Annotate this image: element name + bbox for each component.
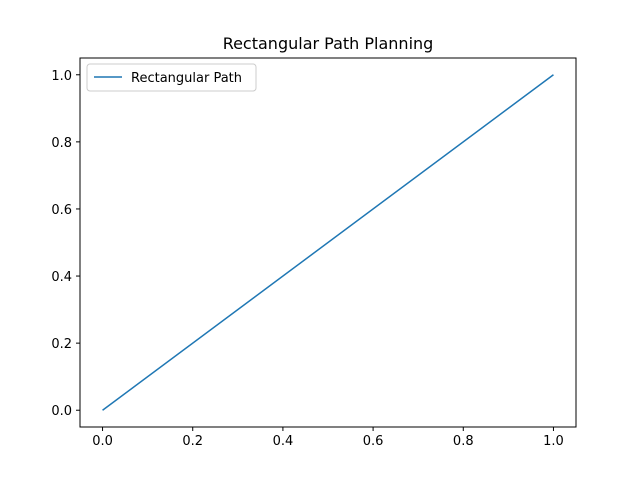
x-tick-label: 0.0: [92, 434, 113, 449]
legend-box: [86, 63, 257, 92]
y-tick-label: 0.6: [51, 203, 72, 218]
y-axis: 0.0 0.2 0.4 0.6 0.8 1.0: [51, 69, 80, 419]
x-tick-label: 0.6: [363, 434, 384, 449]
legend: Rectangular Path: [86, 63, 257, 92]
y-tick-label: 0.2: [51, 337, 72, 352]
axes-frame: [79, 57, 577, 428]
x-tick-label: 1.0: [543, 434, 564, 449]
x-axis: 0.0 0.2 0.4 0.6 0.8 1.0: [92, 427, 564, 449]
y-tick-label: 0.0: [51, 404, 72, 419]
y-tick-label: 0.8: [51, 136, 72, 151]
x-tick-label: 0.8: [453, 434, 474, 449]
y-tick-label: 0.4: [51, 270, 72, 285]
y-tick-label: 1.0: [51, 69, 72, 84]
x-tick-label: 0.2: [182, 434, 203, 449]
legend-label: Rectangular Path: [131, 71, 242, 86]
chart-title: Rectangular Path Planning: [223, 34, 434, 53]
plot-area: [102, 74, 554, 411]
x-tick-label: 0.4: [273, 434, 294, 449]
series-line-0: [102, 74, 554, 411]
